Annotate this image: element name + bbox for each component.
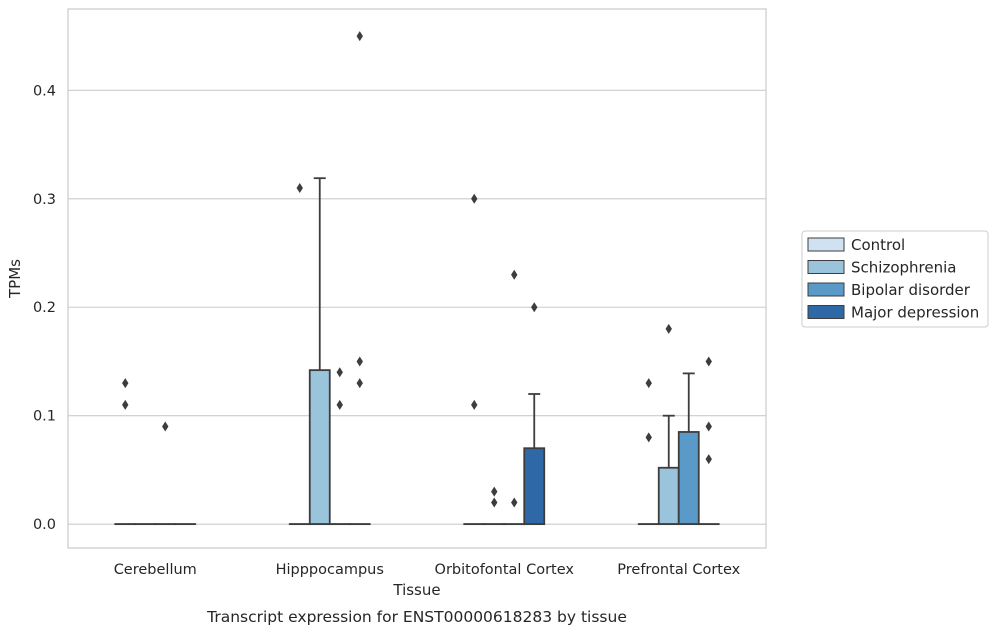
legend-label: Schizophrenia <box>851 259 956 277</box>
y-tick-labels: 0.0 0.1 0.2 0.3 0.4 <box>33 83 56 533</box>
x-tick-labels: Cerebellum Hipppocampus Orbitofontal Corte… <box>114 562 741 578</box>
box-body <box>677 431 700 526</box>
box-group <box>114 378 137 526</box>
outlier-point <box>296 182 303 193</box>
box-group <box>637 378 660 526</box>
outlier-point <box>162 421 169 432</box>
y-tick-label: 0.0 <box>33 517 56 533</box>
outlier-point <box>511 269 518 280</box>
box-group <box>503 269 526 526</box>
box-group <box>677 372 700 526</box>
box-body <box>308 369 331 526</box>
x-tick-label: Orbitofontal Cortex <box>435 562 575 578</box>
box-body <box>657 466 680 526</box>
gridlines <box>68 89 766 525</box>
outlier-point <box>645 378 652 389</box>
chart-caption: Transcript expression for ENST0000061828… <box>206 608 627 626</box>
y-tick-label: 0.3 <box>33 192 56 208</box>
legend-label: Major depression <box>851 304 979 322</box>
outlier-point <box>491 497 498 508</box>
legend-label: Control <box>851 236 905 254</box>
outlier-point <box>356 378 363 389</box>
outlier-point <box>336 399 343 410</box>
outlier-point <box>471 193 478 204</box>
y-tick-label: 0.2 <box>33 300 56 316</box>
plot-marks <box>114 31 720 526</box>
x-tick-label: Prefrontal Cortex <box>617 562 740 578</box>
box-group <box>154 421 177 526</box>
box-group <box>463 193 486 526</box>
legend: Control Schizophrenia Bipolar disorder Majo… <box>801 230 989 328</box>
box-group <box>697 356 720 526</box>
legend-swatch <box>807 237 845 252</box>
box-group <box>483 486 506 526</box>
legend-swatch <box>807 282 845 297</box>
outlier-point <box>705 454 712 465</box>
plot-frame <box>67 8 767 549</box>
x-tick-label: Hipppocampus <box>276 562 384 578</box>
outlier-point <box>336 367 343 378</box>
outlier-point <box>356 356 363 367</box>
outlier-point <box>471 399 478 410</box>
box-group <box>657 323 680 526</box>
legend-swatch <box>807 260 845 274</box>
outlier-point <box>705 356 712 367</box>
legend-frame <box>801 230 989 328</box>
y-tick-label: 0.4 <box>33 83 56 99</box>
y-tick-label: 0.1 <box>33 409 56 425</box>
box-group <box>288 182 311 526</box>
outlier-point <box>356 31 363 42</box>
x-tick-label: Cerebellum <box>114 562 197 578</box>
outlier-point <box>491 486 498 497</box>
outlier-point <box>531 302 538 313</box>
box-body <box>523 447 546 526</box>
outlier-point <box>122 378 129 389</box>
y-axis-label: TPMs <box>6 259 24 299</box>
legend-swatch <box>807 305 845 319</box>
outlier-point <box>705 421 712 432</box>
outlier-point <box>511 497 518 508</box>
box-group <box>308 177 331 526</box>
legend-label: Bipolar disorder <box>851 281 971 299</box>
box-group <box>348 31 371 526</box>
outlier-point <box>645 432 652 443</box>
box-group <box>523 302 546 526</box>
outlier-point <box>665 323 672 334</box>
x-axis-label: Tissue <box>392 581 440 599</box>
box-group <box>328 367 351 526</box>
outlier-point <box>122 399 129 410</box>
